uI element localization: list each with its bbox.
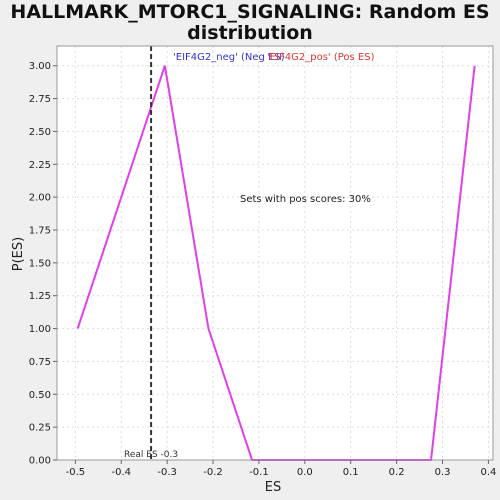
x-tick-label: -0.4 [111, 467, 131, 478]
y-tick-label: 1.25 [29, 291, 51, 302]
x-tick-label: 0.3 [435, 467, 451, 478]
x-tick-label: 0.1 [343, 467, 359, 478]
y-tick-label: 2.75 [29, 94, 51, 105]
pos-es-label: 'EIF4G2_pos' (Pos ES) [267, 52, 375, 63]
x-tick-label: 0.4 [480, 467, 496, 478]
x-axis-label: ES [265, 480, 281, 495]
plot-area [57, 46, 493, 460]
neg-es-label: 'EIF4G2_neg' (Neg ES) [173, 52, 285, 63]
y-tick-label: 0.50 [29, 390, 51, 401]
y-tick-label: 2.25 [29, 160, 51, 171]
x-tick-label: 0.2 [389, 467, 405, 478]
grid-lines [57, 46, 493, 461]
y-tick-label: 2.50 [29, 127, 51, 138]
x-tick-label: -0.1 [249, 467, 269, 478]
y-tick-label: 0.75 [29, 357, 51, 368]
y-tick-label: 1.75 [29, 226, 51, 237]
y-tick-label: 0.25 [29, 423, 51, 434]
chart-title-line-2: distribution [187, 22, 313, 44]
series-layer [76, 65, 476, 461]
x-axis-ticks: -0.5 -0.4 -0.3 -0.2 -0.1 0.0 0.1 0.2 0.3 0.4 [66, 460, 496, 478]
x-tick-label: -0.2 [203, 467, 223, 478]
y-axis-label: P(ES) [11, 237, 26, 271]
y-tick-label: 1.00 [29, 324, 51, 335]
x-tick-label: -0.5 [66, 467, 86, 478]
series-line [76, 65, 476, 461]
x-tick-label: -0.3 [157, 467, 177, 478]
plot-border [56, 45, 494, 461]
y-axis-ticks: 0.00 0.25 0.50 0.75 1.00 1.25 1.50 1.75 2.00 2.25… [29, 61, 57, 467]
pos-score-text: Sets with pos scores: 30% [240, 194, 371, 205]
real-es-label: Real ES -0.3 [124, 450, 178, 460]
y-tick-label: 2.00 [29, 193, 51, 204]
annotation-layer: Real ES -0.3 'EIF4G2_neg' (Neg ES)'EIF4G2… [124, 52, 375, 460]
y-tick-label: 3.00 [29, 61, 51, 72]
x-tick-label: 0.0 [297, 467, 313, 478]
chart-title-line-1: HALLMARK_MTORC1_SIGNALING: Random ES [10, 1, 490, 23]
y-tick-label: 0.00 [29, 456, 51, 467]
y-tick-label: 1.50 [29, 258, 51, 269]
